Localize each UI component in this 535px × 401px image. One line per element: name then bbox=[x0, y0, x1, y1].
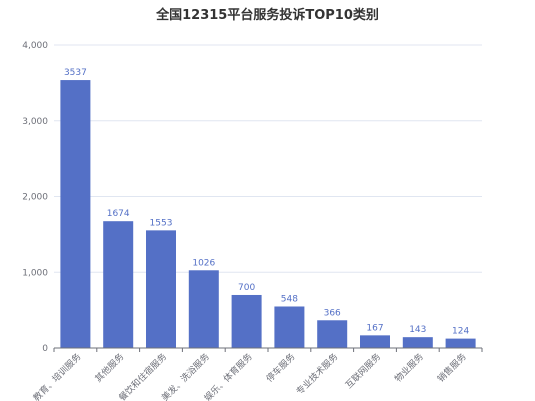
bar bbox=[317, 320, 348, 348]
x-tick-label: 其他服务 bbox=[92, 351, 126, 385]
bar bbox=[60, 80, 91, 348]
bar bbox=[146, 230, 176, 348]
x-tick-label: 销售服务 bbox=[435, 351, 469, 385]
bar bbox=[188, 270, 219, 348]
y-tick-label: 0 bbox=[42, 344, 48, 354]
data-label: 548 bbox=[281, 294, 298, 304]
data-label: 366 bbox=[324, 308, 341, 318]
data-label: 124 bbox=[452, 327, 469, 337]
y-tick-label: 2,000 bbox=[22, 193, 48, 203]
bar bbox=[231, 294, 262, 348]
x-tick-label: 物业服务 bbox=[392, 351, 426, 385]
bar bbox=[274, 306, 305, 348]
x-tick-label: 互联网服务 bbox=[343, 351, 383, 391]
x-tick-label: 停车服务 bbox=[264, 351, 298, 385]
data-label: 167 bbox=[366, 323, 383, 333]
bar bbox=[360, 335, 390, 348]
x-tick-label: 教育、培训服务 bbox=[30, 351, 83, 401]
data-label: 1026 bbox=[192, 258, 215, 268]
data-label: 700 bbox=[238, 283, 255, 293]
bar bbox=[103, 221, 134, 348]
bar bbox=[402, 337, 433, 348]
y-tick-label: 4,000 bbox=[22, 41, 48, 51]
y-tick-label: 1,000 bbox=[22, 268, 48, 278]
data-label: 1553 bbox=[150, 218, 173, 228]
axes bbox=[53, 347, 483, 352]
data-label: 143 bbox=[409, 325, 426, 335]
data-label: 3537 bbox=[64, 68, 87, 78]
chart-title: 全国12315平台服务投诉TOP10类别 bbox=[156, 8, 379, 23]
data-label: 1674 bbox=[107, 209, 130, 219]
x-tick-label: 专业技术服务 bbox=[294, 351, 341, 398]
bars bbox=[60, 80, 476, 348]
y-tick-label: 3,000 bbox=[22, 117, 48, 127]
bar bbox=[445, 338, 476, 348]
